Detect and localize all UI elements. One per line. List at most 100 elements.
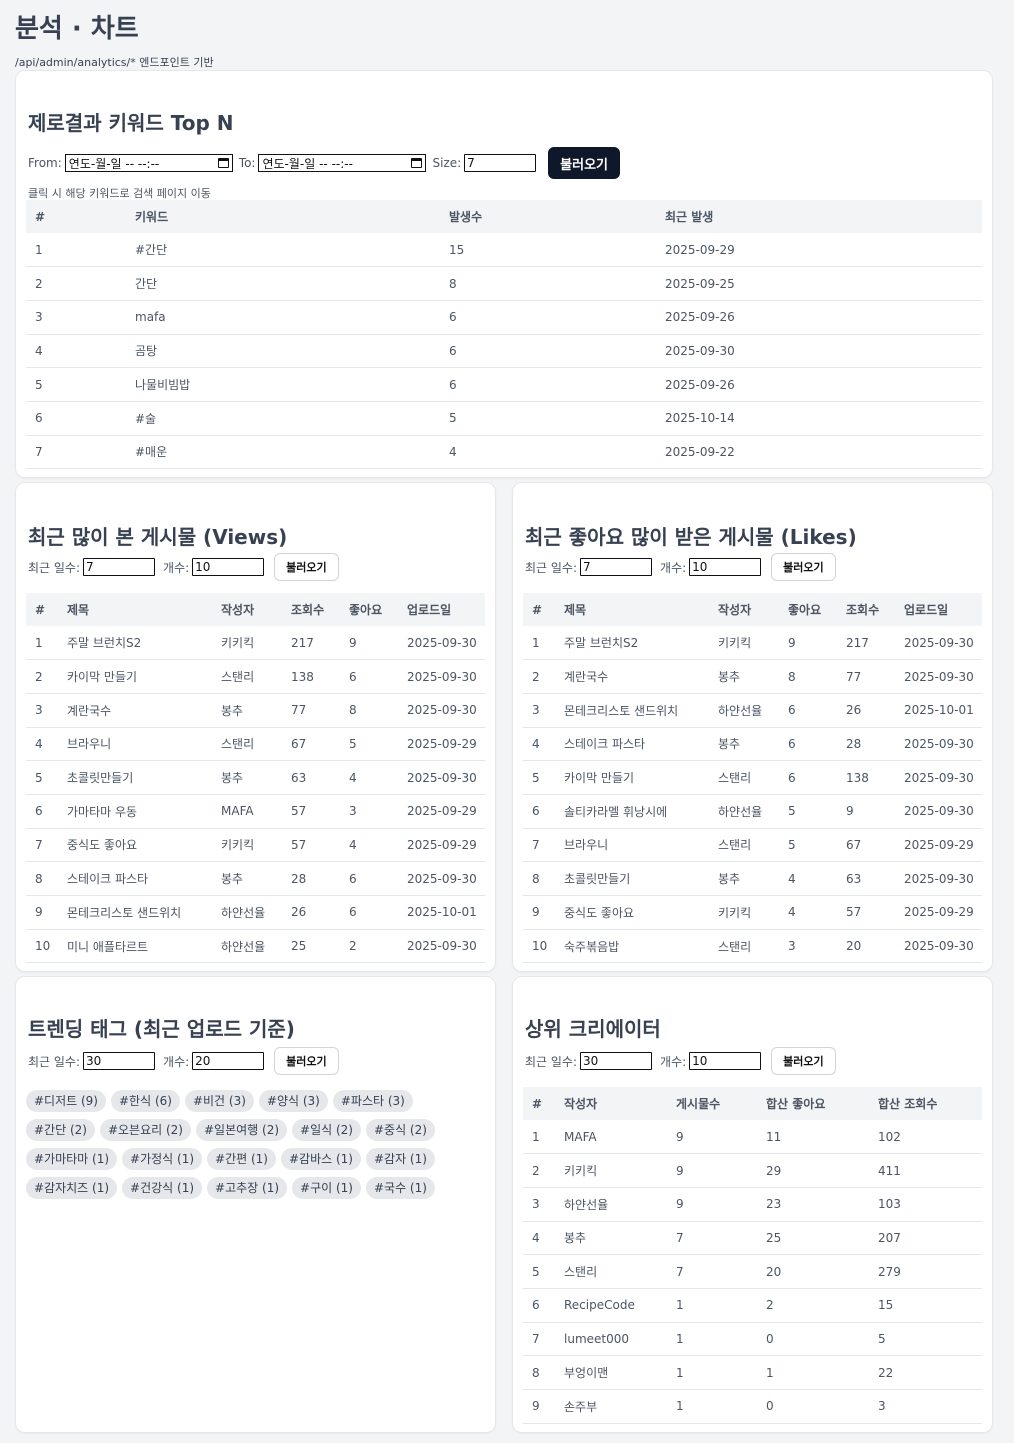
tag-chip[interactable]: #한식 (6) xyxy=(111,1090,180,1112)
days-label: 최근 일수: xyxy=(28,1054,81,1069)
table-cell: 2 xyxy=(523,1153,555,1188)
tag-chip[interactable]: #감자치즈 (1) xyxy=(26,1177,118,1199)
table-cell: 9 xyxy=(667,1153,757,1188)
tag-chip[interactable]: #양식 (3) xyxy=(258,1090,328,1112)
likes-card: 최근 좋아요 많이 받은 게시물 (Likes) 최근 일수: 개수: 불러오기… xyxy=(512,482,993,972)
zero-result-card: 제로결과 키워드 Top N From: 연도-월-일 -- --:-- To:… xyxy=(15,70,993,478)
table-row[interactable]: 5 나물비빔밥 6 2025-09-26 xyxy=(26,367,982,402)
tag-chip[interactable]: #건강식 (1) xyxy=(122,1177,203,1199)
column-header: 제목 xyxy=(67,603,90,617)
tags-load-button[interactable]: 불러오기 xyxy=(274,1047,339,1075)
table-row: 5 초콜릿만들기 봉추 63 4 2025-09-30 xyxy=(26,760,485,795)
table-cell: 2 xyxy=(523,659,555,694)
table-cell: 2025-09-30 xyxy=(895,626,982,661)
tag-chip[interactable]: #중식 (2) xyxy=(365,1119,435,1141)
tag-chip[interactable]: #비건 (3) xyxy=(184,1090,254,1112)
table-cell: 2025-09-30 xyxy=(895,861,982,896)
creators-load-button[interactable]: 불러오기 xyxy=(771,1047,836,1075)
table-cell: 봉추 xyxy=(212,693,282,728)
table-cell: 가마타마 우동 xyxy=(58,794,212,829)
table-cell: 2025-09-29 xyxy=(398,794,485,829)
tag-chip[interactable]: #고추장 (1) xyxy=(207,1177,288,1199)
table-cell: 20 xyxy=(837,929,895,964)
table-row: 10 숙주볶음밥 스탠리 3 20 2025-09-30 xyxy=(523,929,982,964)
column-header: 키워드 xyxy=(135,210,169,224)
table-cell: 2025-09-30 xyxy=(398,929,485,964)
from-label: From: xyxy=(28,156,62,170)
days-label: 최근 일수: xyxy=(28,560,81,575)
to-date-input[interactable]: 연도-월-일 -- --:-- xyxy=(258,154,427,172)
table-cell: 3 xyxy=(523,1187,555,1222)
table-cell: 계란국수 xyxy=(555,659,709,694)
table-row[interactable]: 7 #매운 4 2025-09-22 xyxy=(26,435,982,470)
tag-chip[interactable]: #일식 (2) xyxy=(292,1119,361,1141)
tag-chip[interactable]: #파스타 (3) xyxy=(332,1090,413,1112)
table-cell: 6 xyxy=(26,401,126,436)
tag-chip[interactable]: #감자 (1) xyxy=(365,1148,435,1170)
tag-chip[interactable]: #간단 (2) xyxy=(26,1119,95,1141)
days-input[interactable] xyxy=(580,558,653,576)
table-cell: 8 xyxy=(779,659,837,694)
tag-chip[interactable]: #일본여행 (2) xyxy=(195,1119,288,1141)
table-cell: 7 xyxy=(26,435,126,470)
table-cell: lumeet000 xyxy=(555,1322,667,1357)
from-date-input[interactable]: 연도-월-일 -- --:-- xyxy=(64,154,233,172)
table-row[interactable]: 2 간단 8 2025-09-25 xyxy=(26,266,982,301)
table-cell: 6 xyxy=(440,300,656,335)
table-cell: 스탠리 xyxy=(555,1254,667,1289)
tag-chip[interactable]: #가마타마 (1) xyxy=(26,1148,118,1170)
table-row[interactable]: 3 mafa 6 2025-09-26 xyxy=(26,300,982,335)
count-input[interactable] xyxy=(689,558,762,576)
table-cell: 2025-09-30 xyxy=(895,659,982,694)
table-cell: 계란국수 xyxy=(58,693,212,728)
table-cell: 4 xyxy=(779,895,837,930)
calendar-icon[interactable] xyxy=(217,158,229,168)
count-input[interactable] xyxy=(689,1052,762,1070)
column-header: 합산 조회수 xyxy=(878,1097,938,1111)
table-header-row: # 제목 작성자 좋아요 조회수 업로드일 xyxy=(523,593,982,626)
table-cell: 3 xyxy=(26,300,126,335)
zero-result-controls: From: 연도-월-일 -- --:-- To: 연도-월-일 -- --:-… xyxy=(28,147,620,179)
to-date-placeholder: 연도-월-일 -- --:-- xyxy=(262,156,353,171)
count-label: 개수: xyxy=(163,1054,190,1069)
table-cell: 67 xyxy=(282,727,340,762)
table-cell: 봉추 xyxy=(709,659,779,694)
table-cell: 1 xyxy=(523,1120,555,1155)
table-cell: 9 xyxy=(523,895,555,930)
table-row[interactable]: 1 #간단 15 2025-09-29 xyxy=(26,233,982,268)
tag-chip[interactable]: #디저트 (9) xyxy=(26,1090,106,1112)
count-input[interactable] xyxy=(192,558,265,576)
table-row[interactable]: 6 #술 5 2025-10-14 xyxy=(26,401,982,436)
table-cell: 스탠리 xyxy=(212,727,282,762)
table-cell: 29 xyxy=(757,1153,869,1188)
table-cell: 4 xyxy=(340,760,398,795)
table-cell: 키키킥 xyxy=(709,895,779,930)
days-input[interactable] xyxy=(83,558,156,576)
column-header: 게시물수 xyxy=(676,1097,721,1111)
count-input[interactable] xyxy=(192,1052,265,1070)
table-cell: 1 xyxy=(667,1288,757,1323)
tag-chip[interactable]: #감바스 (1) xyxy=(280,1148,361,1170)
table-row[interactable]: 4 곰탕 6 2025-09-30 xyxy=(26,334,982,369)
size-input[interactable] xyxy=(464,154,537,172)
table-row: 5 스탠리 7 20 279 xyxy=(523,1254,982,1289)
zero-load-button[interactable]: 불러오기 xyxy=(548,147,620,179)
tag-chip[interactable]: #국수 (1) xyxy=(365,1177,435,1199)
tag-chip[interactable]: #오븐요리 (2) xyxy=(99,1119,191,1141)
likes-load-button[interactable]: 불러오기 xyxy=(771,553,836,581)
table-cell: 봉추 xyxy=(212,760,282,795)
tag-chip[interactable]: #구이 (1) xyxy=(292,1177,361,1199)
days-input[interactable] xyxy=(83,1052,156,1070)
table-cell: 3 xyxy=(26,693,58,728)
table-row: 7 lumeet000 1 0 5 xyxy=(523,1322,982,1357)
table-cell: 하얀선율 xyxy=(709,794,779,829)
table-cell: 2 xyxy=(26,266,126,301)
zero-result-table: # 키워드 발생수 최근 발생 1 #간단 15 2025-09-29 2 간단 8 2025… xyxy=(26,200,982,470)
views-load-button[interactable]: 불러오기 xyxy=(274,553,339,581)
calendar-icon[interactable] xyxy=(411,158,423,168)
days-input[interactable] xyxy=(580,1052,653,1070)
tag-chip[interactable]: #가정식 (1) xyxy=(122,1148,203,1170)
table-row: 1 MAFA 9 11 102 xyxy=(523,1120,982,1155)
table-cell: 나물비빔밥 xyxy=(126,367,440,402)
tag-chip[interactable]: #간편 (1) xyxy=(207,1148,276,1170)
